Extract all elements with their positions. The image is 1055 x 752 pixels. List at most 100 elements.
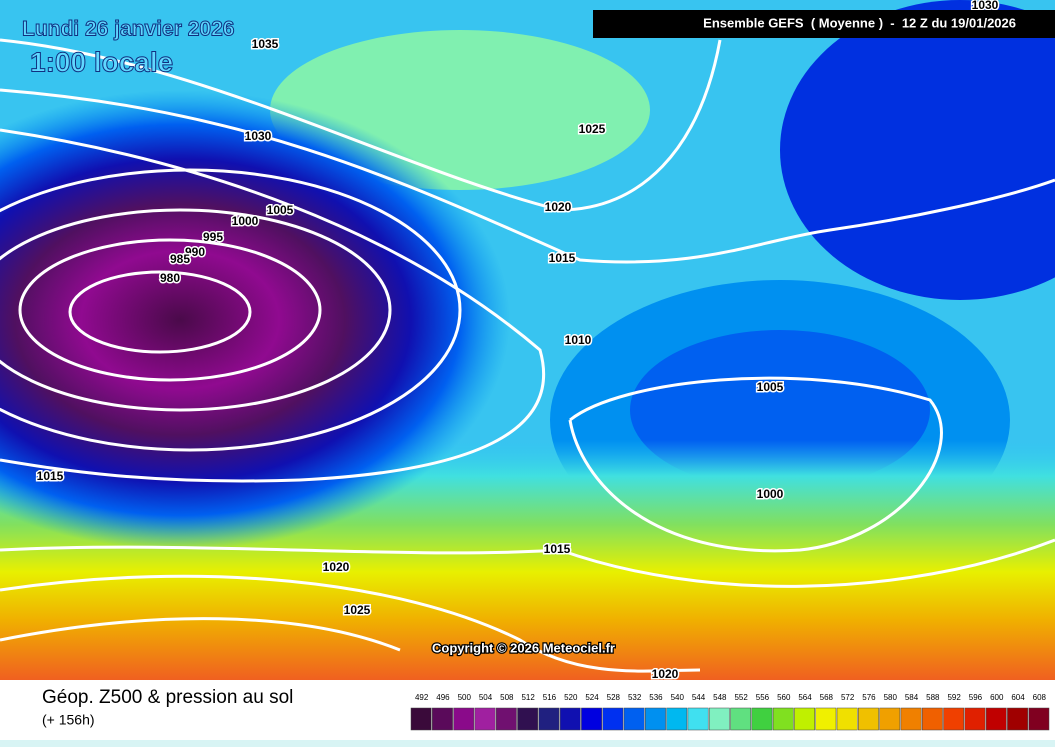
bottom-strip <box>0 740 1055 747</box>
scale-label: 592 <box>947 693 961 702</box>
color-swatch <box>495 707 517 731</box>
isobar <box>568 376 943 553</box>
color-swatch <box>474 707 496 731</box>
scale-label: 500 <box>458 693 472 702</box>
color-swatch <box>517 707 539 731</box>
scale-label: 572 <box>841 693 855 702</box>
isobar-labels: 1035 1030 1025 1020 1015 1010 1005 1000 1015 1020… <box>35 0 1000 683</box>
color-swatch <box>1028 707 1050 731</box>
isobar <box>0 38 722 212</box>
color-swatch <box>538 707 560 731</box>
isobar <box>0 208 392 412</box>
color-scale: 492 496 500 504 508 512 516 520 524 528 532 536 540 5… <box>410 693 1050 731</box>
isobar-label: 1035 <box>252 37 279 51</box>
model-bar <box>593 10 1055 38</box>
color-swatch <box>687 707 709 731</box>
color-swatch <box>645 707 666 731</box>
copyright: Copyright © 2026 Meteociel.fr <box>432 640 615 655</box>
scale-label: 556 <box>756 693 770 702</box>
isobar <box>0 617 401 652</box>
lead-time: (+ 156h) <box>42 712 95 728</box>
scale-label: 536 <box>649 693 663 702</box>
color-swatch <box>794 707 815 731</box>
scale-label: 492 <box>415 693 429 702</box>
color-swatch <box>708 707 730 731</box>
color-swatch <box>410 707 432 731</box>
color-swatch <box>879 707 901 731</box>
isobar <box>0 88 1055 264</box>
isobar <box>0 574 701 673</box>
color-swatch <box>1007 707 1028 731</box>
isobar-label: 985 <box>170 252 190 266</box>
color-swatch <box>836 707 858 731</box>
scale-label: 496 <box>436 693 450 702</box>
time: 1:00 locale <box>30 46 173 77</box>
isobar-label: 1015 <box>37 469 64 483</box>
scale-label: 544 <box>692 693 706 702</box>
scale-label: 568 <box>820 693 834 702</box>
scale-label: 604 <box>1011 693 1025 702</box>
isobar-label: 1020 <box>545 200 572 214</box>
color-swatch <box>772 707 794 731</box>
color-swatch <box>602 707 624 731</box>
color-swatch <box>815 707 837 731</box>
scale-label: 588 <box>926 693 940 702</box>
color-swatch <box>943 707 965 731</box>
date: Lundi 26 janvier 2026 <box>22 18 234 41</box>
scale-label: 576 <box>862 693 876 702</box>
scale-label: 540 <box>671 693 685 702</box>
color-swatch <box>453 707 475 731</box>
color-swatch <box>964 707 986 731</box>
isobar-label: 1025 <box>579 122 606 136</box>
scale-label: 532 <box>628 693 642 702</box>
scale-label: 600 <box>990 693 1004 702</box>
isobar <box>68 270 252 354</box>
color-swatch <box>623 707 645 731</box>
scale-label: 528 <box>607 693 621 702</box>
color-swatch <box>666 707 688 731</box>
color-swatch <box>730 707 752 731</box>
isobars-lines <box>0 38 1055 673</box>
isobar-label: 1020 <box>652 667 679 681</box>
isobar-label: 1010 <box>565 333 592 347</box>
scale-label: 580 <box>884 693 898 702</box>
scale-label: 520 <box>564 693 578 702</box>
color-swatch <box>559 707 581 731</box>
scale-label: 524 <box>585 693 599 702</box>
scale-label: 552 <box>734 693 748 702</box>
isobar <box>0 128 546 483</box>
isobar <box>0 538 1055 588</box>
scale-label: 512 <box>521 693 535 702</box>
scale-label: 596 <box>969 693 983 702</box>
isobar-label: 1030 <box>245 129 272 143</box>
isobar <box>18 238 322 382</box>
isobar-label: 1020 <box>323 560 350 574</box>
scale-label: 608 <box>1033 693 1047 702</box>
trough-area <box>780 0 1055 300</box>
color-swatch <box>581 707 602 731</box>
scale-label: 564 <box>798 693 812 702</box>
isobar-label: 1000 <box>232 214 259 228</box>
isobar-label: 980 <box>160 271 180 285</box>
isobar-label: 1005 <box>267 203 294 217</box>
color-swatch <box>858 707 879 731</box>
isobar-label: 995 <box>203 230 223 244</box>
isobar-label: 1025 <box>344 603 371 617</box>
isobar-label: 1005 <box>757 380 784 394</box>
color-swatch <box>900 707 922 731</box>
scale-label: 560 <box>777 693 791 702</box>
color-swatch <box>921 707 943 731</box>
color-swatch <box>432 707 453 731</box>
atlantic-low <box>0 90 510 550</box>
scale-label: 508 <box>500 693 514 702</box>
scale-label: 548 <box>713 693 727 702</box>
scale-label: 584 <box>905 693 919 702</box>
model-info: Ensemble GEFS ( Moyenne ) - 12 Z du 19/0… <box>703 15 1016 30</box>
isobar-label: 1015 <box>549 251 576 265</box>
color-swatch <box>985 707 1007 731</box>
scale-label: 516 <box>543 693 557 702</box>
color-swatch <box>751 707 773 731</box>
isobar-label: 1015 <box>544 542 571 556</box>
